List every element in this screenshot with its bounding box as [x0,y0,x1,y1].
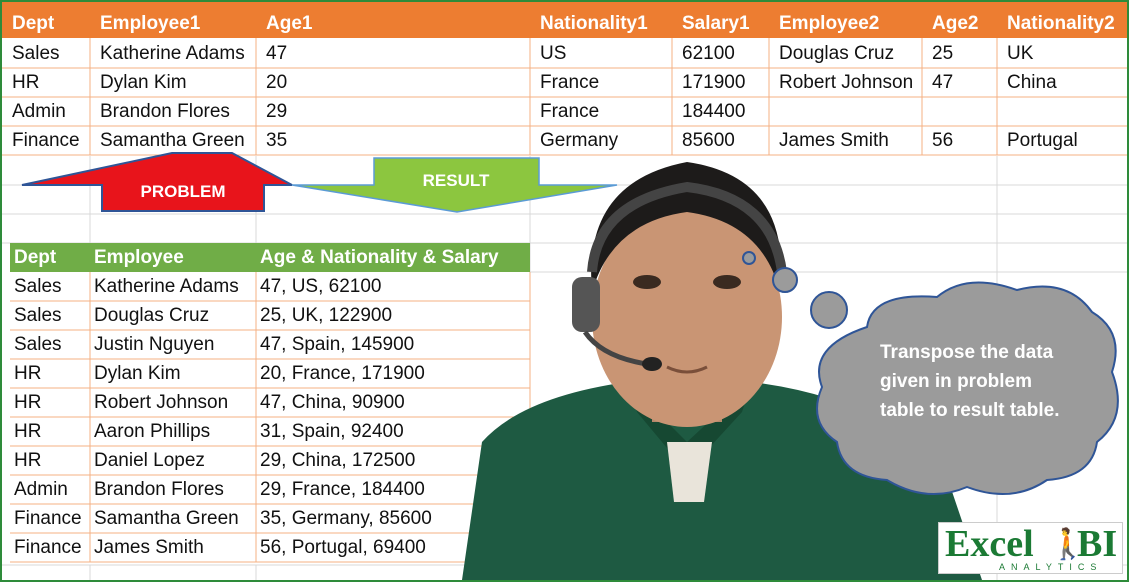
problem-cell[interactable]: Admin [12,101,66,122]
result-header-cell[interactable]: Age & Nationality & Salary [260,247,499,268]
problem-cell[interactable]: 62100 [682,43,735,64]
result-cell[interactable]: 29, France, 184400 [260,479,425,500]
result-cell[interactable]: Katherine Adams [94,276,239,297]
problem-cell[interactable]: 47 [266,43,288,64]
problem-header-cell[interactable]: Age2 [932,13,979,34]
problem-cell[interactable]: Douglas Cruz [779,43,895,64]
problem-cell[interactable]: 47 [932,72,954,93]
problem-header-band [2,2,1127,38]
result-header-cell[interactable]: Employee [94,247,184,268]
problem-cell[interactable]: 184400 [682,101,746,122]
result-cell[interactable]: Finance [14,508,82,529]
problem-cell[interactable]: Finance [12,130,80,151]
result-cell[interactable]: Dylan Kim [94,363,181,384]
problem-cell[interactable]: Dylan Kim [100,72,187,93]
result-cell[interactable]: 47, US, 62100 [260,276,382,297]
result-cell[interactable]: 29, China, 172500 [260,450,416,471]
problem-cell[interactable]: China [1007,72,1057,93]
problem-header-cell[interactable]: Dept [12,13,55,34]
thought-cloud [816,281,1119,496]
problem-cell[interactable]: Brandon Flores [100,101,230,122]
problem-cell[interactable]: Robert Johnson [779,72,914,93]
result-cell[interactable]: 25, UK, 122900 [260,305,393,326]
thought-bubble-text: Transpose the data given in problem tabl… [880,342,1060,421]
result-cell[interactable]: Aaron Phillips [94,421,211,442]
result-cell[interactable]: HR [14,450,42,471]
excelbi-logo: Excel 🚶 BI ANALYTICS [938,522,1123,574]
result-cell[interactable]: Sales [14,334,62,355]
problem-header-cell[interactable]: Nationality2 [1007,13,1115,34]
problem-cell[interactable]: Portugal [1007,130,1078,151]
problem-cell[interactable]: 20 [266,72,288,93]
problem-cell[interactable]: 85600 [682,130,735,151]
problem-cell[interactable]: France [540,101,600,122]
problem-cell[interactable]: 29 [266,101,288,122]
result-arrow-label: RESULT [423,171,490,190]
problem-header-cell[interactable]: Age1 [266,13,313,34]
logo-tagline: ANALYTICS [999,562,1103,572]
problem-cell[interactable]: Katherine Adams [100,43,245,64]
problem-cell[interactable]: Samantha Green [100,130,245,151]
result-cell[interactable]: Admin [14,479,68,500]
headset-mic [582,330,648,367]
logo-word-excel: Excel [945,523,1034,565]
problem-cell[interactable]: US [540,43,567,64]
result-cell[interactable]: 47, China, 90900 [260,392,405,413]
result-cell[interactable]: 35, Germany, 85600 [260,508,432,529]
problem-cell[interactable]: HR [12,72,40,93]
problem-cell[interactable] [928,97,1003,126]
result-cell[interactable]: Brandon Flores [94,479,224,500]
logo-word-bi: BI [1077,523,1118,565]
problem-cell[interactable]: UK [1007,43,1034,64]
logo-figure-icon: 🚶 [1049,527,1087,562]
problem-cell[interactable] [1003,97,1127,126]
result-arrow [291,157,618,213]
problem-cell[interactable]: Sales [12,43,60,64]
result-header-cell[interactable]: Dept [14,247,57,268]
problem-cell[interactable]: France [540,72,600,93]
result-cell[interactable]: Douglas Cruz [94,305,210,326]
result-cell[interactable]: James Smith [94,537,204,558]
thought-bubble [742,251,1119,496]
result-cell[interactable]: Finance [14,537,82,558]
problem-arrow-label: PROBLEM [141,182,226,201]
agent-face [592,207,782,427]
result-cell[interactable]: HR [14,392,42,413]
problem-cell[interactable]: 35 [266,130,288,151]
problem-header-cell[interactable]: Employee2 [779,13,880,34]
result-cell[interactable]: Sales [14,276,62,297]
problem-cell[interactable]: James Smith [779,130,889,151]
result-cell[interactable]: Justin Nguyen [94,334,215,355]
result-cell[interactable]: Samantha Green [94,508,239,529]
problem-cell[interactable]: 56 [932,130,954,151]
problem-cell[interactable] [775,97,928,126]
result-cell[interactable]: HR [14,421,42,442]
problem-header-cell[interactable]: Nationality1 [540,13,648,34]
problem-cell[interactable]: 25 [932,43,954,64]
problem-cell[interactable]: Germany [540,130,619,151]
problem-arrow [21,152,293,212]
result-cell[interactable]: 47, Spain, 145900 [260,334,415,355]
problem-header-cell[interactable]: Salary1 [682,13,750,34]
problem-header-cell[interactable]: Employee1 [100,13,201,34]
problem-cell[interactable]: 171900 [682,72,746,93]
result-cell[interactable]: 56, Portugal, 69400 [260,537,426,558]
arrows-graphic: PROBLEM RESULT [21,152,618,213]
result-cell[interactable]: Daniel Lopez [94,450,205,471]
result-header-band [10,243,530,272]
result-cell[interactable]: 31, Spain, 92400 [260,421,404,442]
result-cell[interactable]: Robert Johnson [94,392,229,413]
result-cell[interactable]: Sales [14,305,62,326]
result-cell[interactable]: 20, France, 171900 [260,363,425,384]
result-cell[interactable]: HR [14,363,42,384]
